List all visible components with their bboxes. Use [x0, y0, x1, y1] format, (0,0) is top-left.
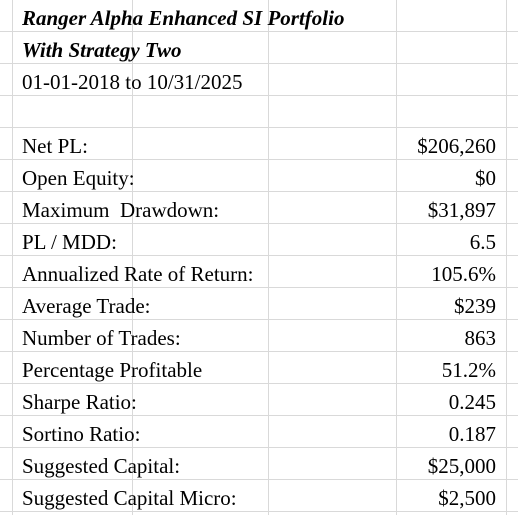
stat-row-open-equity[interactable]: Open Equity: $0 — [0, 164, 518, 192]
stat-label: Suggested Capital: — [22, 454, 181, 478]
stat-value: $239 — [454, 294, 496, 318]
stat-value: 51.2% — [441, 358, 496, 382]
stat-row-pl-mdd[interactable]: PL / MDD: 6.5 — [0, 228, 518, 256]
stat-value: $2,500 — [438, 486, 496, 510]
stat-value: $25,000 — [427, 454, 496, 478]
sheet-row[interactable]: With Strategy Two — [0, 36, 518, 64]
column-gridline — [396, 0, 397, 515]
stat-value: $0 — [475, 166, 496, 190]
sheet-row[interactable]: Ranger Alpha Enhanced SI Portfolio — [0, 4, 518, 32]
date-range: 01-01-2018 to 10/31/2025 — [22, 70, 243, 94]
column-gridline — [506, 0, 507, 515]
column-gridline — [132, 0, 133, 515]
stat-row-suggested-capital-micro[interactable]: Suggested Capital Micro: $2,500 — [0, 484, 518, 512]
stat-value: 105.6% — [431, 262, 496, 286]
stat-label: Sortino Ratio: — [22, 422, 141, 446]
sheet-row[interactable] — [0, 100, 518, 128]
sheet-row[interactable]: 01-01-2018 to 10/31/2025 — [0, 68, 518, 96]
stat-label: Suggested Capital Micro: — [22, 486, 237, 510]
stat-value: $206,260 — [417, 134, 496, 158]
stat-label: Maximum Drawdown: — [22, 198, 220, 222]
stat-label: Sharpe Ratio: — [22, 390, 137, 414]
report-title: Ranger Alpha Enhanced SI Portfolio — [22, 6, 345, 30]
stat-value: 0.245 — [448, 390, 496, 414]
stat-row-sortino-ratio[interactable]: Sortino Ratio: 0.187 — [0, 420, 518, 448]
column-gridline — [268, 0, 269, 515]
column-gridline — [12, 0, 13, 515]
stat-value: 863 — [464, 326, 497, 350]
stat-value: 0.187 — [448, 422, 496, 446]
stat-row-net-pl[interactable]: Net PL: $206,260 — [0, 132, 518, 160]
stat-label: Open Equity: — [22, 166, 135, 190]
stat-label: Annualized Rate of Return: — [22, 262, 254, 286]
stat-label: PL / MDD: — [22, 230, 117, 254]
stat-label: Average Trade: — [22, 294, 151, 318]
stat-label: Number of Trades: — [22, 326, 181, 350]
stat-label: Net PL: — [22, 134, 88, 158]
stat-label: Percentage Profitable — [22, 358, 203, 382]
stat-row-max-drawdown[interactable]: Maximum Drawdown: $31,897 — [0, 196, 518, 224]
stat-row-percentage-profitable[interactable]: Percentage Profitable 51.2% — [0, 356, 518, 384]
stat-row-annualized-return[interactable]: Annualized Rate of Return: 105.6% — [0, 260, 518, 288]
stat-row-average-trade[interactable]: Average Trade: $239 — [0, 292, 518, 320]
report-subtitle: With Strategy Two — [22, 38, 182, 62]
stat-row-sharpe-ratio[interactable]: Sharpe Ratio: 0.245 — [0, 388, 518, 416]
stat-row-suggested-capital[interactable]: Suggested Capital: $25,000 — [0, 452, 518, 480]
stat-row-number-of-trades[interactable]: Number of Trades: 863 — [0, 324, 518, 352]
stat-value: $31,897 — [427, 198, 496, 222]
stat-value: 6.5 — [469, 230, 496, 254]
